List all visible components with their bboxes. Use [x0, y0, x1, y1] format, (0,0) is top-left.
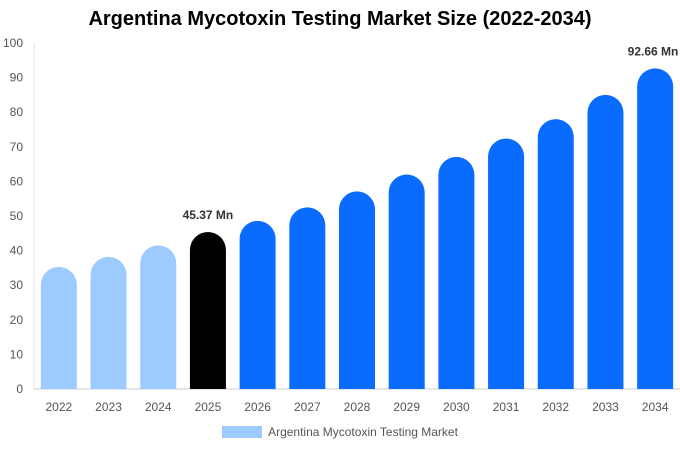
x-tick-label: 2025 — [195, 400, 222, 414]
x-tick-label: 2033 — [592, 400, 619, 414]
x-tick-label: 2034 — [642, 400, 669, 414]
bar — [488, 138, 525, 389]
y-tick-label: 70 — [10, 140, 24, 154]
x-tick-label: 2032 — [542, 400, 569, 414]
legend-swatch — [222, 425, 263, 438]
x-tick-label: 2027 — [294, 400, 321, 414]
x-tick-label: 2022 — [45, 400, 72, 414]
legend-label: Argentina Mycotoxin Testing Market — [268, 424, 458, 439]
y-tick-label: 80 — [10, 105, 24, 119]
x-tick-label: 2028 — [344, 400, 371, 414]
bar — [537, 119, 574, 389]
data-label: 92.66 Mn — [628, 44, 679, 58]
bar — [140, 245, 177, 389]
y-tick-label: 0 — [16, 382, 23, 396]
bar — [90, 256, 127, 389]
x-tick-label: 2031 — [493, 400, 520, 414]
x-tick-label: 2023 — [95, 400, 122, 414]
bar — [40, 266, 77, 389]
bar — [388, 174, 425, 389]
legend: Argentina Mycotoxin Testing Market — [0, 424, 680, 439]
data-label: 45.37 Mn — [183, 208, 234, 222]
y-tick-label: 90 — [10, 71, 24, 85]
y-tick-label: 10 — [10, 347, 24, 361]
x-tick-label: 2030 — [443, 400, 470, 414]
bar — [438, 156, 475, 389]
bar — [289, 207, 326, 389]
bar — [189, 232, 226, 389]
bar — [637, 68, 674, 390]
bar — [587, 94, 624, 389]
bar — [339, 191, 375, 389]
chart-title: Argentina Mycotoxin Testing Market Size … — [88, 8, 592, 30]
y-tick-label: 100 — [3, 36, 23, 50]
x-tick-label: 2029 — [393, 400, 420, 414]
x-tick-label: 2026 — [244, 400, 271, 414]
y-tick-label: 40 — [10, 244, 24, 258]
x-tick-label: 2024 — [145, 400, 172, 414]
y-tick-label: 30 — [10, 278, 24, 292]
y-tick-label: 20 — [10, 313, 24, 327]
bar — [239, 220, 276, 389]
y-tick-label: 50 — [10, 209, 24, 223]
y-tick-label: 60 — [10, 174, 24, 188]
